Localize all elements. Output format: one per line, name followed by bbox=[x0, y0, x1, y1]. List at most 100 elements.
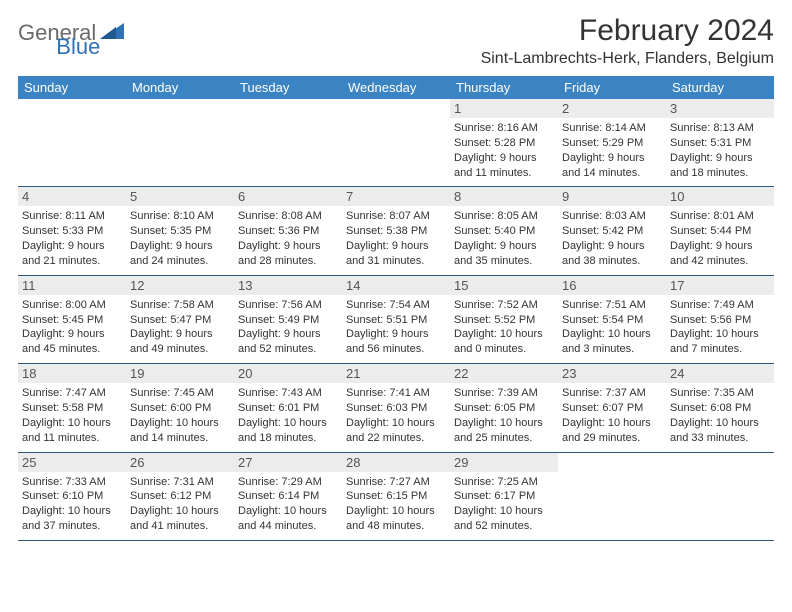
day-number: 15 bbox=[450, 276, 558, 295]
logo: General Blue bbox=[18, 20, 172, 46]
day-number: 4 bbox=[18, 187, 126, 206]
day-number: 28 bbox=[342, 453, 450, 472]
title-block: February 2024 Sint-Lambrechts-Herk, Flan… bbox=[481, 14, 774, 68]
weekday-thursday: Thursday bbox=[450, 76, 558, 99]
calendar: SundayMondayTuesdayWednesdayThursdayFrid… bbox=[18, 76, 774, 541]
day-info: Sunrise: 7:31 AMSunset: 6:12 PMDaylight:… bbox=[130, 475, 230, 534]
day-cell: 20 Sunrise: 7:43 AMSunset: 6:01 PMDayligh… bbox=[234, 364, 342, 451]
day-number: 9 bbox=[558, 187, 666, 206]
month-title: February 2024 bbox=[481, 14, 774, 48]
day-cell: 19 Sunrise: 7:45 AMSunset: 6:00 PMDayligh… bbox=[126, 364, 234, 451]
day-number: 11 bbox=[18, 276, 126, 295]
day-info: Sunrise: 7:37 AMSunset: 6:07 PMDaylight:… bbox=[562, 386, 662, 445]
day-cell: 11 Sunrise: 8:00 AMSunset: 5:45 PMDayligh… bbox=[18, 276, 126, 363]
day-info: Sunrise: 7:27 AMSunset: 6:15 PMDaylight:… bbox=[346, 475, 446, 534]
day-info: Sunrise: 8:07 AMSunset: 5:38 PMDaylight:… bbox=[346, 209, 446, 268]
day-info: Sunrise: 8:13 AMSunset: 5:31 PMDaylight:… bbox=[670, 121, 770, 180]
header: General Blue February 2024 Sint-Lambrech… bbox=[18, 14, 774, 68]
day-info: Sunrise: 8:11 AMSunset: 5:33 PMDaylight:… bbox=[22, 209, 122, 268]
day-info: Sunrise: 7:25 AMSunset: 6:17 PMDaylight:… bbox=[454, 475, 554, 534]
day-cell: 17Sunrise: 7:49 AMSunset: 5:56 PMDayligh… bbox=[666, 276, 774, 363]
day-info: Sunrise: 7:39 AMSunset: 6:05 PMDaylight:… bbox=[454, 386, 554, 445]
empty-cell bbox=[342, 99, 450, 186]
day-info: Sunrise: 8:03 AMSunset: 5:42 PMDaylight:… bbox=[562, 209, 662, 268]
week-row: 18Sunrise: 7:47 AMSunset: 5:58 PMDayligh… bbox=[18, 364, 774, 452]
day-number: 29 bbox=[450, 453, 558, 472]
day-cell: 27Sunrise: 7:29 AMSunset: 6:14 PMDayligh… bbox=[234, 453, 342, 540]
week-row: 25Sunrise: 7:33 AMSunset: 6:10 PMDayligh… bbox=[18, 453, 774, 541]
day-number: 12 bbox=[126, 276, 234, 295]
weekday-monday: Monday bbox=[126, 76, 234, 99]
day-info: Sunrise: 7:58 AMSunset: 5:47 PMDaylight:… bbox=[130, 298, 230, 357]
empty-cell bbox=[234, 99, 342, 186]
day-number: 20 bbox=[234, 364, 342, 383]
day-number: 3 bbox=[666, 99, 774, 118]
day-number: 6 bbox=[234, 187, 342, 206]
logo-text-blue: Blue bbox=[56, 34, 100, 59]
day-info: Sunrise: 7:45 AMSunset: 6:00 PMDaylight:… bbox=[130, 386, 230, 445]
day-number: 2 bbox=[558, 99, 666, 118]
weekday-friday: Friday bbox=[558, 76, 666, 99]
day-number: 5 bbox=[126, 187, 234, 206]
day-number: 8 bbox=[450, 187, 558, 206]
empty-cell bbox=[18, 99, 126, 186]
day-cell: 4 Sunrise: 8:11 AMSunset: 5:33 PMDaylight… bbox=[18, 187, 126, 274]
day-info: Sunrise: 8:10 AMSunset: 5:35 PMDaylight:… bbox=[130, 209, 230, 268]
day-info: Sunrise: 7:52 AMSunset: 5:52 PMDaylight:… bbox=[454, 298, 554, 357]
day-cell: 2 Sunrise: 8:14 AMSunset: 5:29 PMDaylight… bbox=[558, 99, 666, 186]
weekday-wednesday: Wednesday bbox=[342, 76, 450, 99]
day-info: Sunrise: 7:33 AMSunset: 6:10 PMDaylight:… bbox=[22, 475, 122, 534]
day-number: 21 bbox=[342, 364, 450, 383]
day-number: 14 bbox=[342, 276, 450, 295]
day-info: Sunrise: 8:05 AMSunset: 5:40 PMDaylight:… bbox=[454, 209, 554, 268]
day-cell: 9 Sunrise: 8:03 AMSunset: 5:42 PMDaylight… bbox=[558, 187, 666, 274]
day-number: 18 bbox=[18, 364, 126, 383]
day-info: Sunrise: 7:35 AMSunset: 6:08 PMDaylight:… bbox=[670, 386, 770, 445]
day-number: 7 bbox=[342, 187, 450, 206]
empty-cell bbox=[558, 453, 666, 540]
day-cell: 26 Sunrise: 7:31 AMSunset: 6:12 PMDayligh… bbox=[126, 453, 234, 540]
empty-cell bbox=[126, 99, 234, 186]
logo-triangle-icon bbox=[100, 21, 126, 46]
day-info: Sunrise: 8:08 AMSunset: 5:36 PMDaylight:… bbox=[238, 209, 338, 268]
day-cell: 14 Sunrise: 7:54 AMSunset: 5:51 PMDayligh… bbox=[342, 276, 450, 363]
day-number: 23 bbox=[558, 364, 666, 383]
day-cell: 8 Sunrise: 8:05 AMSunset: 5:40 PMDaylight… bbox=[450, 187, 558, 274]
week-row: 4 Sunrise: 8:11 AMSunset: 5:33 PMDaylight… bbox=[18, 187, 774, 275]
day-cell: 12 Sunrise: 7:58 AMSunset: 5:47 PMDayligh… bbox=[126, 276, 234, 363]
empty-cell bbox=[666, 453, 774, 540]
day-cell: 28 Sunrise: 7:27 AMSunset: 6:15 PMDayligh… bbox=[342, 453, 450, 540]
weekday-sunday: Sunday bbox=[18, 76, 126, 99]
day-info: Sunrise: 7:56 AMSunset: 5:49 PMDaylight:… bbox=[238, 298, 338, 357]
day-cell: 18Sunrise: 7:47 AMSunset: 5:58 PMDayligh… bbox=[18, 364, 126, 451]
day-number: 19 bbox=[126, 364, 234, 383]
day-number: 10 bbox=[666, 187, 774, 206]
day-number: 22 bbox=[450, 364, 558, 383]
day-cell: 3 Sunrise: 8:13 AMSunset: 5:31 PMDaylight… bbox=[666, 99, 774, 186]
day-cell: 24 Sunrise: 7:35 AMSunset: 6:08 PMDayligh… bbox=[666, 364, 774, 451]
day-number: 1 bbox=[450, 99, 558, 118]
day-cell: 23 Sunrise: 7:37 AMSunset: 6:07 PMDayligh… bbox=[558, 364, 666, 451]
day-info: Sunrise: 7:51 AMSunset: 5:54 PMDaylight:… bbox=[562, 298, 662, 357]
day-cell: 21Sunrise: 7:41 AMSunset: 6:03 PMDayligh… bbox=[342, 364, 450, 451]
day-info: Sunrise: 7:43 AMSunset: 6:01 PMDaylight:… bbox=[238, 386, 338, 445]
day-cell: 7 Sunrise: 8:07 AMSunset: 5:38 PMDaylight… bbox=[342, 187, 450, 274]
week-row: 11 Sunrise: 8:00 AMSunset: 5:45 PMDayligh… bbox=[18, 276, 774, 364]
day-cell: 6 Sunrise: 8:08 AMSunset: 5:36 PMDaylight… bbox=[234, 187, 342, 274]
day-info: Sunrise: 7:29 AMSunset: 6:14 PMDaylight:… bbox=[238, 475, 338, 534]
day-number: 13 bbox=[234, 276, 342, 295]
day-cell: 25Sunrise: 7:33 AMSunset: 6:10 PMDayligh… bbox=[18, 453, 126, 540]
day-info: Sunrise: 8:00 AMSunset: 5:45 PMDaylight:… bbox=[22, 298, 122, 357]
location: Sint-Lambrechts-Herk, Flanders, Belgium bbox=[481, 50, 774, 68]
day-cell: 22 Sunrise: 7:39 AMSunset: 6:05 PMDayligh… bbox=[450, 364, 558, 451]
day-cell: 5 Sunrise: 8:10 AMSunset: 5:35 PMDaylight… bbox=[126, 187, 234, 274]
day-cell: 13 Sunrise: 7:56 AMSunset: 5:49 PMDayligh… bbox=[234, 276, 342, 363]
weekday-saturday: Saturday bbox=[666, 76, 774, 99]
day-info: Sunrise: 7:54 AMSunset: 5:51 PMDaylight:… bbox=[346, 298, 446, 357]
weekday-tuesday: Tuesday bbox=[234, 76, 342, 99]
day-number: 24 bbox=[666, 364, 774, 383]
week-row: 1Sunrise: 8:16 AMSunset: 5:28 PMDaylight… bbox=[18, 99, 774, 187]
day-info: Sunrise: 8:14 AMSunset: 5:29 PMDaylight:… bbox=[562, 121, 662, 180]
day-number: 26 bbox=[126, 453, 234, 472]
day-cell: 16Sunrise: 7:51 AMSunset: 5:54 PMDayligh… bbox=[558, 276, 666, 363]
